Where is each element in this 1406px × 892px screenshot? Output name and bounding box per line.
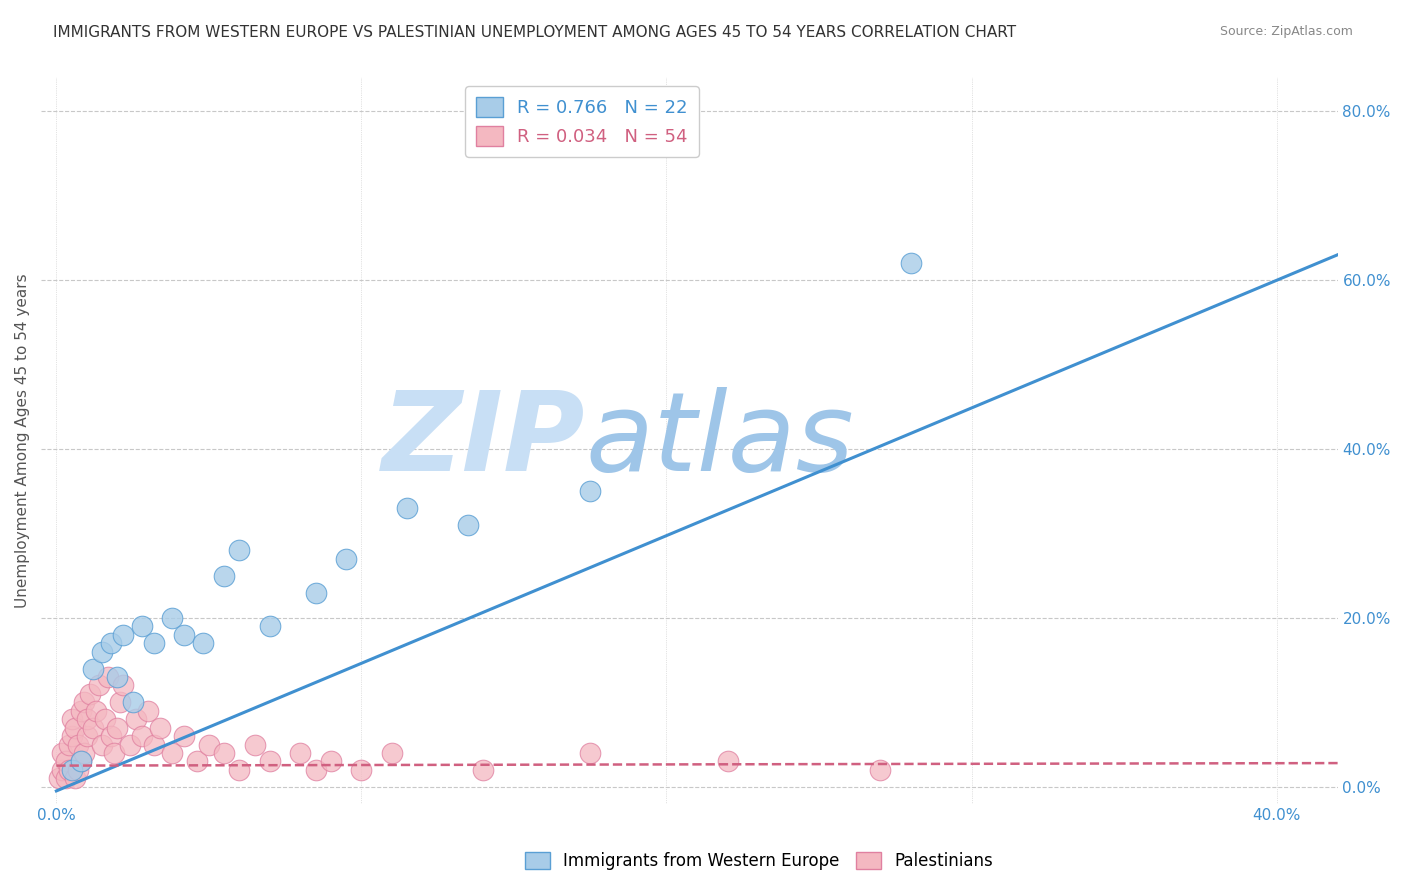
Point — [91, 645, 114, 659]
Point — [162, 611, 184, 625]
Point — [125, 712, 148, 726]
Point — [121, 695, 143, 709]
Point — [228, 543, 250, 558]
Text: atlas: atlas — [586, 387, 855, 494]
Point — [66, 763, 89, 777]
Point — [131, 619, 153, 633]
Point — [149, 721, 172, 735]
Point — [97, 670, 120, 684]
Point — [579, 746, 602, 760]
Point — [112, 628, 135, 642]
Point — [69, 755, 91, 769]
Point — [51, 763, 73, 777]
Point — [319, 755, 342, 769]
Point — [69, 755, 91, 769]
Point — [472, 763, 495, 777]
Point — [58, 763, 80, 777]
Point — [60, 712, 83, 726]
Point — [259, 619, 281, 633]
Point — [212, 568, 235, 582]
Point — [191, 636, 214, 650]
Point — [100, 729, 122, 743]
Point — [105, 670, 128, 684]
Point — [55, 772, 77, 786]
Point — [136, 704, 159, 718]
Text: ZIP: ZIP — [382, 387, 586, 494]
Point — [162, 746, 184, 760]
Point — [82, 721, 104, 735]
Point — [110, 695, 132, 709]
Point — [66, 738, 89, 752]
Text: Source: ZipAtlas.com: Source: ZipAtlas.com — [1219, 25, 1353, 38]
Point — [381, 746, 404, 760]
Point — [173, 729, 195, 743]
Point — [79, 687, 101, 701]
Point — [105, 721, 128, 735]
Point — [58, 738, 80, 752]
Point — [76, 729, 98, 743]
Point — [100, 636, 122, 650]
Point — [87, 678, 110, 692]
Point — [91, 738, 114, 752]
Point — [103, 746, 125, 760]
Point — [143, 738, 166, 752]
Point — [716, 755, 738, 769]
Point — [112, 678, 135, 692]
Point — [63, 721, 86, 735]
Point — [55, 755, 77, 769]
Point — [94, 712, 117, 726]
Point — [259, 755, 281, 769]
Point — [243, 738, 266, 752]
Point — [73, 695, 96, 709]
Point — [48, 772, 70, 786]
Point — [350, 763, 373, 777]
Point — [186, 755, 208, 769]
Point — [290, 746, 312, 760]
Legend: R = 0.766   N = 22, R = 0.034   N = 54: R = 0.766 N = 22, R = 0.034 N = 54 — [465, 87, 699, 157]
Point — [198, 738, 221, 752]
Point — [63, 772, 86, 786]
Point — [212, 746, 235, 760]
Point — [143, 636, 166, 650]
Point — [457, 518, 479, 533]
Point — [869, 763, 891, 777]
Point — [305, 763, 328, 777]
Point — [84, 704, 107, 718]
Legend: Immigrants from Western Europe, Palestinians: Immigrants from Western Europe, Palestin… — [519, 845, 1000, 877]
Point — [69, 704, 91, 718]
Point — [60, 729, 83, 743]
Point — [228, 763, 250, 777]
Point — [76, 712, 98, 726]
Point — [396, 501, 419, 516]
Text: IMMIGRANTS FROM WESTERN EUROPE VS PALESTINIAN UNEMPLOYMENT AMONG AGES 45 TO 54 Y: IMMIGRANTS FROM WESTERN EUROPE VS PALEST… — [53, 25, 1017, 40]
Point — [73, 746, 96, 760]
Point — [173, 628, 195, 642]
Point — [131, 729, 153, 743]
Point — [118, 738, 141, 752]
Point — [579, 484, 602, 499]
Point — [60, 763, 83, 777]
Point — [82, 661, 104, 675]
Point — [335, 551, 357, 566]
Point — [51, 746, 73, 760]
Point — [305, 585, 328, 599]
Point — [900, 256, 922, 270]
Y-axis label: Unemployment Among Ages 45 to 54 years: Unemployment Among Ages 45 to 54 years — [15, 273, 30, 607]
